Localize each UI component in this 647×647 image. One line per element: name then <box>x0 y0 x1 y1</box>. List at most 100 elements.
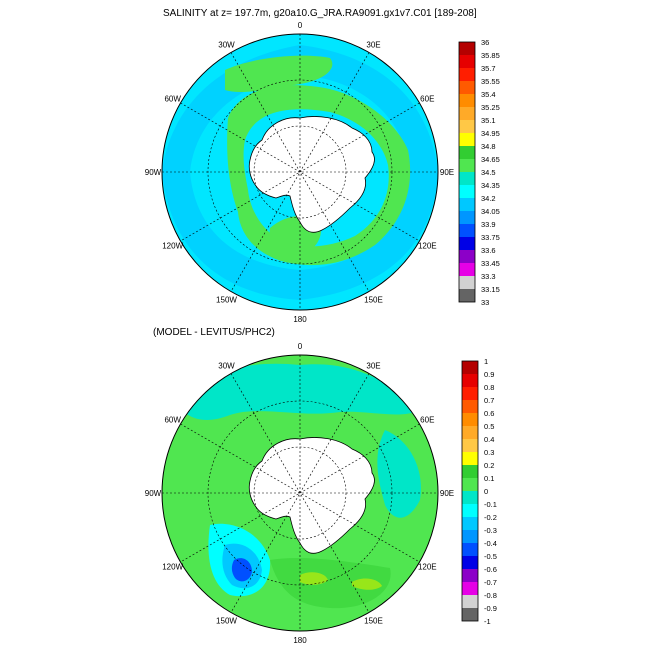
lon-label: 90E <box>440 168 454 177</box>
panel1-title: SALINITY at z= 197.7m, g20a10.G_JRA.RA90… <box>163 8 477 19</box>
lon-label: 150W <box>216 295 237 304</box>
colorbar-tick-label: 36 <box>481 38 489 47</box>
colorbar-swatch <box>459 224 475 237</box>
colorbar-tick-label: 35.1 <box>481 116 496 125</box>
colorbar-swatch <box>462 439 478 452</box>
colorbar-tick-label: 34.2 <box>481 194 496 203</box>
colorbar-tick-label: 0.6 <box>484 409 494 418</box>
colorbar-swatch <box>459 263 475 276</box>
colorbar-swatch <box>459 185 475 198</box>
colorbar-swatch <box>462 478 478 491</box>
colorbar-tick-label: 0.4 <box>484 435 494 444</box>
lon-label: 30E <box>366 362 380 371</box>
lon-label: 150W <box>216 616 237 625</box>
colorbar-swatch <box>462 452 478 465</box>
lon-label: 60E <box>420 416 434 425</box>
colorbar-tick-label: 33.3 <box>481 272 496 281</box>
colorbar-tick-label: 0.8 <box>484 383 494 392</box>
salinity-map: 0 30E 60E 90E 120E 150E 180 150W 120W 90W 60W 30W <box>145 21 454 324</box>
colorbar-swatch <box>462 491 478 504</box>
colorbar-swatch <box>462 361 478 374</box>
colorbar-tick-label: -0.8 <box>484 591 497 600</box>
colorbar-swatch <box>459 276 475 289</box>
colorbar-swatch <box>462 556 478 569</box>
colorbar-tick-label: -1 <box>484 617 491 626</box>
colorbar-tick-label: -0.4 <box>484 539 497 548</box>
map-boundary-diff <box>161 354 439 632</box>
lon-label: 60W <box>164 416 181 425</box>
colorbar-tick-label: 34.35 <box>481 181 500 190</box>
lon-label: 90W <box>145 489 162 498</box>
lon-label: 180 <box>293 636 307 645</box>
colorbar-swatch <box>459 68 475 81</box>
colorbar-swatch <box>462 374 478 387</box>
colorbar-frame <box>458 41 476 303</box>
colorbar-tick-label: 35.85 <box>481 51 500 60</box>
lon-label: 150E <box>364 616 383 625</box>
colorbar-tick-label: 33.75 <box>481 233 500 242</box>
colorbar-tick-label: 33.45 <box>481 259 500 268</box>
colorbar-swatch <box>459 198 475 211</box>
lon-label: 150E <box>364 295 383 304</box>
colorbar-tick-label: 0.9 <box>484 370 494 379</box>
colorbar-tick-label: 35.55 <box>481 77 500 86</box>
difference-colorbar: 1 0.9 0.8 0.7 0.6 0.5 0.4 0.3 0.2 0.1 0 -0.1 -0.2 -0.… <box>461 357 497 626</box>
colorbar-tick-label: 35.25 <box>481 103 500 112</box>
colorbar-tick-label: 33.6 <box>481 246 496 255</box>
colorbar-swatch <box>459 133 475 146</box>
lon-label: 60W <box>164 95 181 104</box>
lon-label: 60E <box>420 95 434 104</box>
antarctica-land <box>248 116 375 233</box>
colorbar-tick-label: -0.6 <box>484 565 497 574</box>
colorbar-swatch <box>459 94 475 107</box>
colorbar-swatch <box>462 582 478 595</box>
colorbar-swatch <box>459 159 475 172</box>
lon-label: 90E <box>440 489 454 498</box>
colorbar-swatch <box>459 81 475 94</box>
colorbar-swatch <box>459 146 475 159</box>
lon-label: 30W <box>218 362 235 371</box>
colorbar-swatch <box>462 387 478 400</box>
contour-band-0 <box>175 363 420 420</box>
lon-label: 90W <box>145 168 162 177</box>
lon-label: 0 <box>298 21 303 30</box>
colorbar-tick-label: -0.3 <box>484 526 497 535</box>
colorbar-tick-label: 0.2 <box>484 461 494 470</box>
colorbar-tick-label: 34.8 <box>481 142 496 151</box>
colorbar-tick-label: 0 <box>484 487 488 496</box>
colorbar-swatch <box>462 413 478 426</box>
colorbar-swatch <box>462 595 478 608</box>
graticule-lines-diff <box>162 355 438 631</box>
colorbar-tick-label: -0.2 <box>484 513 497 522</box>
contour-band-34.65 <box>227 85 411 266</box>
colorbar-tick-label: 35.7 <box>481 64 496 73</box>
colorbar-tick-label: 34.65 <box>481 155 500 164</box>
colorbar-tick-label: 0.5 <box>484 422 494 431</box>
colorbar-tick-label: -0.5 <box>484 552 497 561</box>
colorbar-tick-label: 33.9 <box>481 220 496 229</box>
colorbar-swatch <box>459 237 475 250</box>
colorbar-tick-label: -0.1 <box>484 500 497 509</box>
lon-label: 0 <box>298 342 303 351</box>
colorbar-swatch <box>459 42 475 55</box>
contour-band-neg0.5 <box>231 558 252 582</box>
lon-label: 120W <box>162 242 183 251</box>
colorbar-tick-label: 0.7 <box>484 396 494 405</box>
colorbar-tick-label: 33 <box>481 298 489 307</box>
colorbar-swatch <box>462 517 478 530</box>
colorbar-swatch <box>462 504 478 517</box>
contour-band-0-east <box>377 430 421 518</box>
colorbar-swatch <box>459 289 475 302</box>
colorbar-swatch <box>462 569 478 582</box>
panel2-title: (MODEL - LEVITUS/PHC2) <box>153 327 275 338</box>
colorbar-tick-label: -0.7 <box>484 578 497 587</box>
lon-label: 30E <box>366 41 380 50</box>
lon-label: 180 <box>293 315 307 324</box>
colorbar-tick-label: 34.05 <box>481 207 500 216</box>
graticule-lines <box>162 34 438 310</box>
colorbar-frame <box>461 360 479 622</box>
colorbar-tick-label: 0.3 <box>484 448 494 457</box>
colorbar-swatch <box>459 172 475 185</box>
lon-label: 30W <box>218 41 235 50</box>
colorbar-tick-label: 34.95 <box>481 129 500 138</box>
